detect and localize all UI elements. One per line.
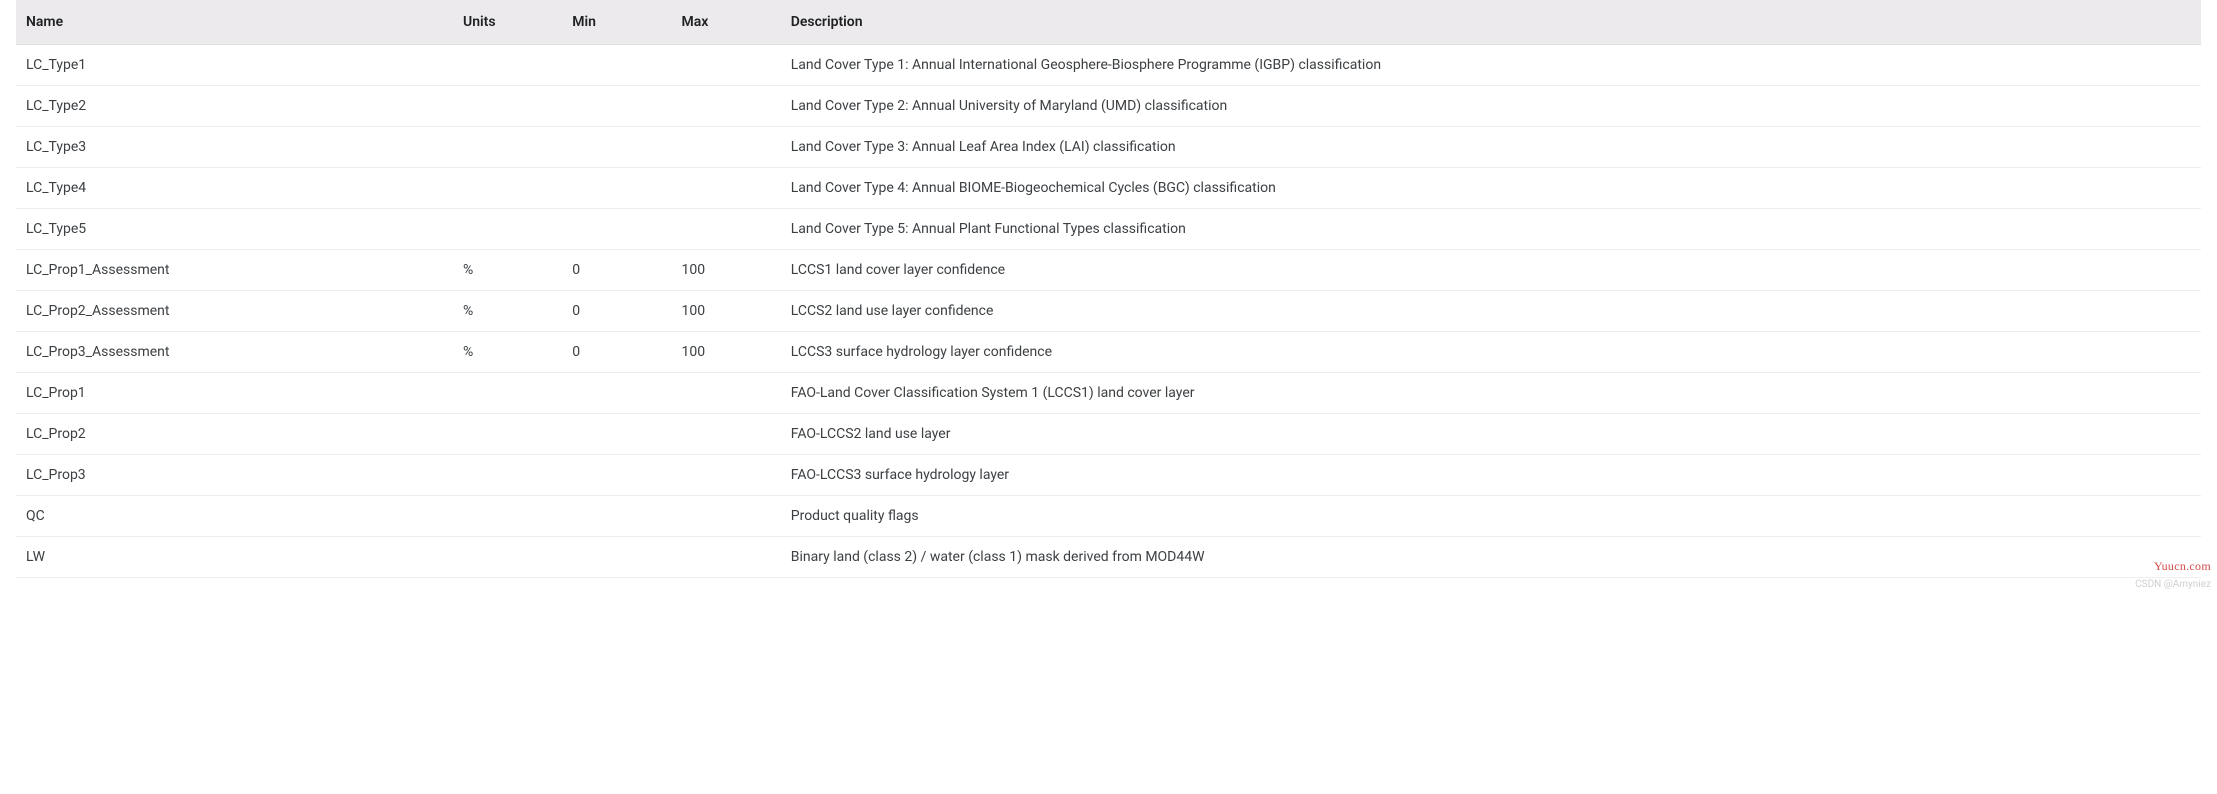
cell-name: LC_Prop1	[16, 373, 453, 414]
cell-min	[562, 496, 671, 537]
cell-description: LCCS2 land use layer confidence	[781, 291, 2201, 332]
cell-description: Product quality flags	[781, 496, 2201, 537]
col-header-max[interactable]: Max	[672, 0, 781, 45]
cell-units: %	[453, 250, 562, 291]
cell-min: 0	[562, 332, 671, 373]
csdn-watermark: CSDN @Amyniez	[2135, 579, 2211, 590]
cell-description: FAO-LCCS3 surface hydrology layer	[781, 455, 2201, 496]
cell-units	[453, 45, 562, 86]
cell-name: LC_Type1	[16, 45, 453, 86]
cell-units	[453, 496, 562, 537]
table-header-row: Name Units Min Max Description	[16, 0, 2201, 45]
col-header-description[interactable]: Description	[781, 0, 2201, 45]
cell-units	[453, 455, 562, 496]
cell-name: LW	[16, 537, 453, 578]
cell-description: Land Cover Type 2: Annual University of …	[781, 86, 2201, 127]
cell-min	[562, 455, 671, 496]
cell-description: Land Cover Type 4: Annual BIOME-Biogeoch…	[781, 168, 2201, 209]
bands-table: Name Units Min Max Description LC_Type1L…	[16, 0, 2201, 578]
table-row: LC_Prop1 FAO-Land Cover Classification Sy…	[16, 373, 2201, 414]
cell-max	[672, 537, 781, 578]
brand-watermark: Yuucn.com	[2154, 559, 2211, 574]
cell-name: LC_Type2	[16, 86, 453, 127]
cell-min	[562, 168, 671, 209]
cell-max	[672, 168, 781, 209]
table-row: LC_Type3 Land Cover Type 3: Annual Leaf A…	[16, 127, 2201, 168]
table-row: LC_Prop3_Assessment%0100LCCS3 surface hy…	[16, 332, 2201, 373]
cell-units	[453, 168, 562, 209]
cell-max	[672, 86, 781, 127]
table-row: LC_Type5 Land Cover Type 5: Annual Plant …	[16, 209, 2201, 250]
cell-min	[562, 45, 671, 86]
cell-max	[672, 209, 781, 250]
cell-name: LC_Prop2	[16, 414, 453, 455]
table-row: LC_Type1 Land Cover Type 1: Annual Intern…	[16, 45, 2201, 86]
table-row: LC_Prop2_Assessment%0100LCCS2 land use l…	[16, 291, 2201, 332]
cell-max	[672, 373, 781, 414]
col-header-name[interactable]: Name	[16, 0, 453, 45]
cell-max	[672, 414, 781, 455]
cell-name: QC	[16, 496, 453, 537]
cell-min	[562, 537, 671, 578]
cell-description: Land Cover Type 3: Annual Leaf Area Inde…	[781, 127, 2201, 168]
cell-max	[672, 455, 781, 496]
cell-name: LC_Prop1_Assessment	[16, 250, 453, 291]
cell-max: 100	[672, 291, 781, 332]
cell-min	[562, 86, 671, 127]
table-row: LC_Type2 Land Cover Type 2: Annual Univer…	[16, 86, 2201, 127]
cell-max: 100	[672, 332, 781, 373]
cell-units	[453, 373, 562, 414]
cell-units: %	[453, 332, 562, 373]
cell-name: LC_Type4	[16, 168, 453, 209]
cell-name: LC_Prop3	[16, 455, 453, 496]
cell-name: LC_Prop3_Assessment	[16, 332, 453, 373]
cell-description: Land Cover Type 5: Annual Plant Function…	[781, 209, 2201, 250]
cell-min	[562, 414, 671, 455]
cell-description: LCCS3 surface hydrology layer confidence	[781, 332, 2201, 373]
cell-description: Binary land (class 2) / water (class 1) …	[781, 537, 2201, 578]
cell-description: LCCS1 land cover layer confidence	[781, 250, 2201, 291]
cell-min	[562, 373, 671, 414]
table-head: Name Units Min Max Description	[16, 0, 2201, 45]
cell-max: 100	[672, 250, 781, 291]
cell-units	[453, 209, 562, 250]
cell-units	[453, 86, 562, 127]
cell-name: LC_Type5	[16, 209, 453, 250]
cell-min: 0	[562, 250, 671, 291]
table-row: LW Binary land (class 2) / water (class 1…	[16, 537, 2201, 578]
cell-units	[453, 127, 562, 168]
cell-min	[562, 209, 671, 250]
cell-units	[453, 537, 562, 578]
cell-max	[672, 496, 781, 537]
cell-max	[672, 127, 781, 168]
cell-description: FAO-LCCS2 land use layer	[781, 414, 2201, 455]
cell-description: FAO-Land Cover Classification System 1 (…	[781, 373, 2201, 414]
col-header-units[interactable]: Units	[453, 0, 562, 45]
cell-units	[453, 414, 562, 455]
bands-table-container: Name Units Min Max Description LC_Type1L…	[0, 0, 2217, 602]
cell-name: LC_Type3	[16, 127, 453, 168]
table-row: LC_Prop2 FAO-LCCS2 land use layer	[16, 414, 2201, 455]
table-row: LC_Prop3 FAO-LCCS3 surface hydrology laye…	[16, 455, 2201, 496]
cell-max	[672, 45, 781, 86]
cell-units: %	[453, 291, 562, 332]
cell-min	[562, 127, 671, 168]
col-header-min[interactable]: Min	[562, 0, 671, 45]
cell-min: 0	[562, 291, 671, 332]
cell-description: Land Cover Type 1: Annual International …	[781, 45, 2201, 86]
table-body: LC_Type1 Land Cover Type 1: Annual Intern…	[16, 45, 2201, 578]
table-row: QC Product quality flags	[16, 496, 2201, 537]
cell-name: LC_Prop2_Assessment	[16, 291, 453, 332]
table-row: LC_Prop1_Assessment%0100LCCS1 land cover…	[16, 250, 2201, 291]
table-row: LC_Type4 Land Cover Type 4: Annual BIOME-…	[16, 168, 2201, 209]
